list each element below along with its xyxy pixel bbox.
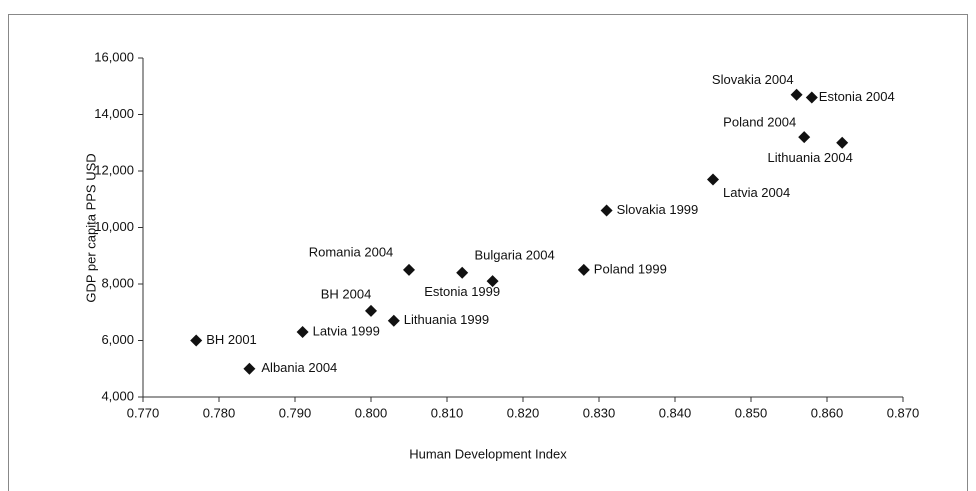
x-axis-title: Human Development Index (409, 446, 567, 461)
point-label: Slovakia 1999 (617, 202, 699, 217)
y-tick-label: 8,000 (101, 275, 134, 290)
y-axis-title: GDP per capita PPS USD (83, 153, 98, 302)
point (296, 326, 309, 339)
point-label: BH 2001 (206, 332, 257, 347)
x-tick-label: 0.850 (735, 405, 768, 420)
point-label: BH 2004 (321, 286, 372, 301)
point (486, 275, 499, 288)
point (456, 266, 469, 279)
x-tick-label: 0.800 (355, 405, 388, 420)
point (387, 314, 400, 327)
y-tick-label: 16,000 (94, 49, 134, 64)
x-tick-label: 0.790 (279, 405, 312, 420)
point-label: Romania 2004 (309, 244, 394, 259)
y-tick-label: 4,000 (101, 388, 134, 403)
y-tick-label: 12,000 (94, 162, 134, 177)
point (707, 173, 719, 186)
frame (8, 14, 968, 491)
x-tick-label: 0.830 (583, 405, 616, 420)
x-tick-label: 0.780 (203, 405, 236, 420)
x-tick-label: 0.820 (507, 405, 540, 420)
point-label: Estonia 2004 (819, 89, 895, 104)
point-label: Poland 2004 (723, 115, 796, 130)
point-label: Estonia 1999 (424, 284, 500, 299)
point-label: Latvia 1999 (313, 323, 380, 338)
point-label: Bulgaria 2004 (474, 248, 554, 263)
point-label: Lithuania 2004 (768, 150, 853, 165)
point (790, 88, 803, 101)
y-tick-label: 6,000 (101, 332, 134, 347)
x-tick-label: 0.870 (887, 405, 920, 420)
point (243, 362, 256, 375)
x-tick-label: 0.840 (659, 405, 692, 420)
point (600, 204, 613, 217)
point (190, 334, 203, 347)
point (403, 263, 415, 276)
point (836, 136, 849, 149)
point-label: Latvia 2004 (723, 185, 790, 200)
point (798, 131, 811, 144)
point (577, 263, 590, 276)
point (365, 304, 377, 317)
point (805, 91, 818, 104)
point-label: Poland 1999 (594, 261, 667, 276)
y-tick-label: 14,000 (94, 106, 134, 121)
point-label: Slovakia 2004 (712, 72, 794, 87)
point-label: Albania 2004 (261, 360, 337, 375)
point-label: Lithuania 1999 (404, 312, 489, 327)
x-tick-label: 0.770 (127, 405, 160, 420)
x-tick-label: 0.810 (431, 405, 464, 420)
y-tick-label: 10,000 (94, 219, 134, 234)
x-tick-label: 0.860 (811, 405, 844, 420)
